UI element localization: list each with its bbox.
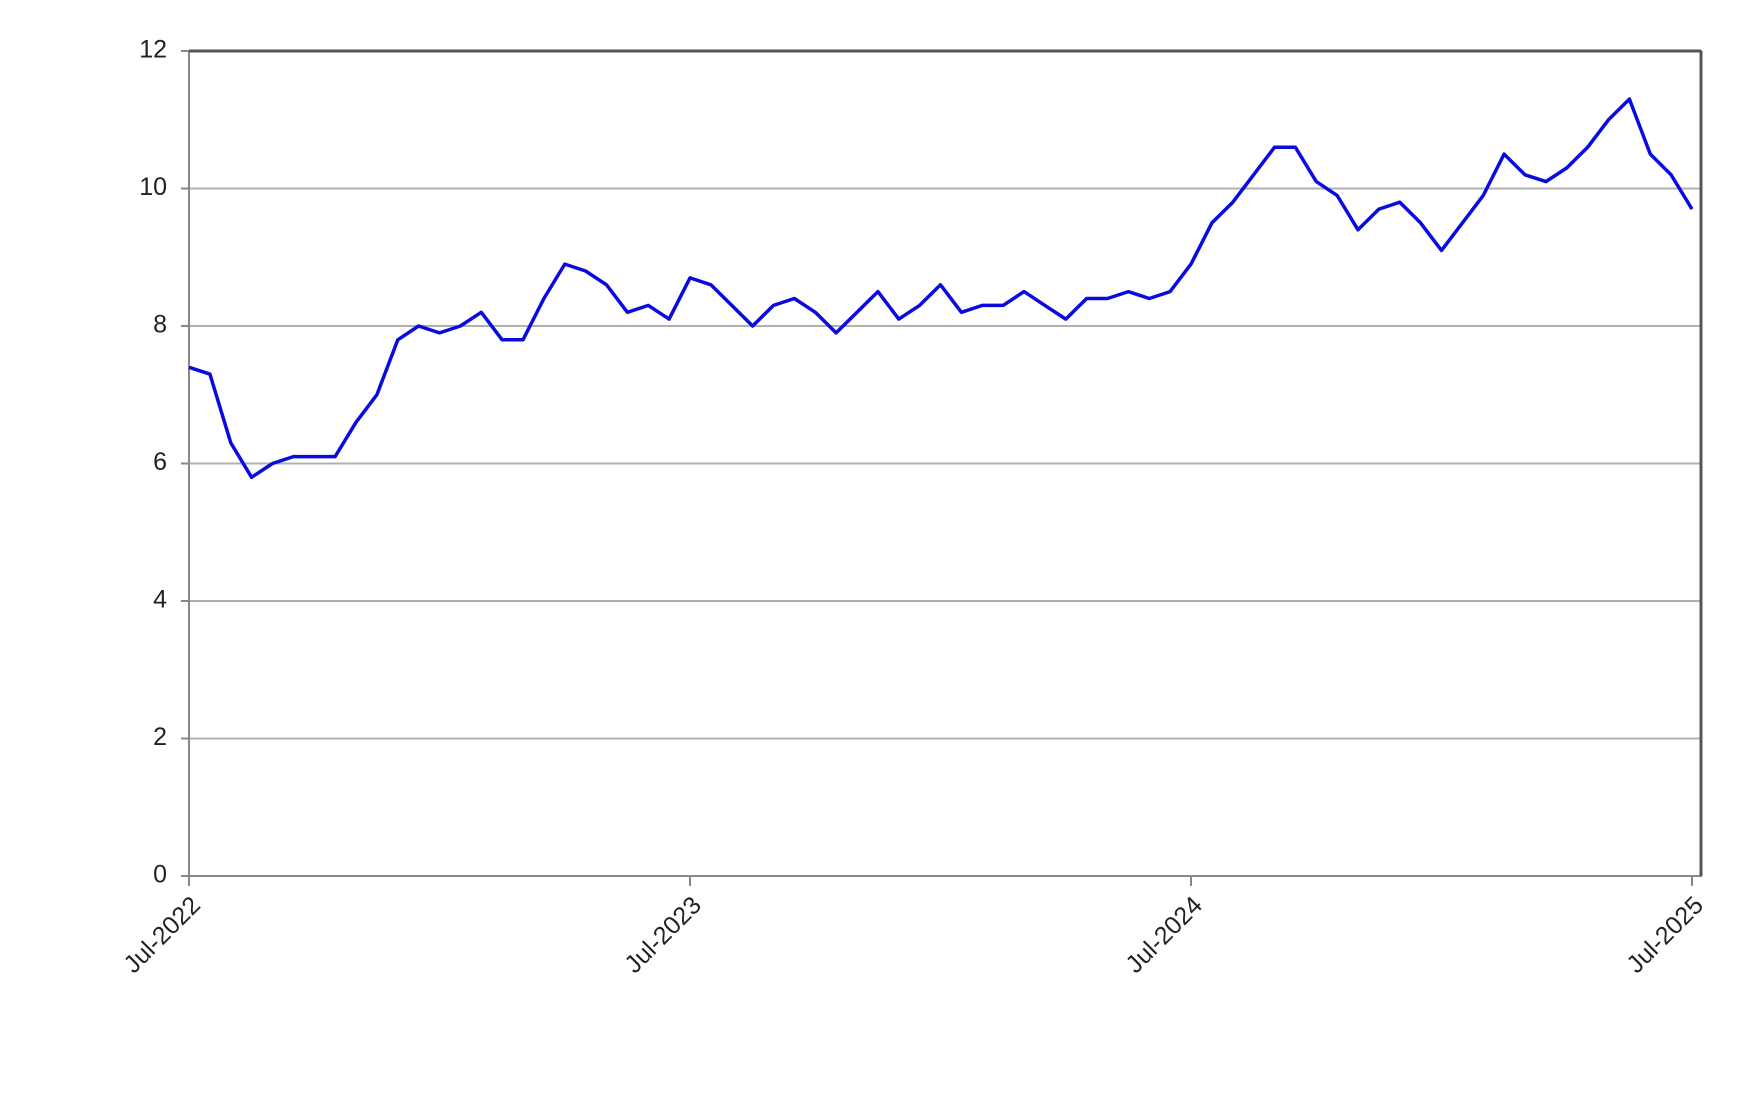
y-tick-label: 0 [153,861,167,889]
x-tick-label: Jul-2025 [1621,891,1709,979]
y-tick-label: 10 [139,173,167,201]
y-tick-label: 12 [139,36,167,64]
x-tick-label: Jul-2022 [118,891,206,979]
x-tick-label: Jul-2024 [1120,891,1208,979]
x-tick-label: Jul-2023 [619,891,707,979]
y-tick-label: 2 [153,723,167,751]
y-tick-label: 4 [153,586,167,614]
data-line [188,97,1694,480]
y-tick-label: 8 [153,311,167,339]
y-tick-label: 6 [153,448,167,476]
